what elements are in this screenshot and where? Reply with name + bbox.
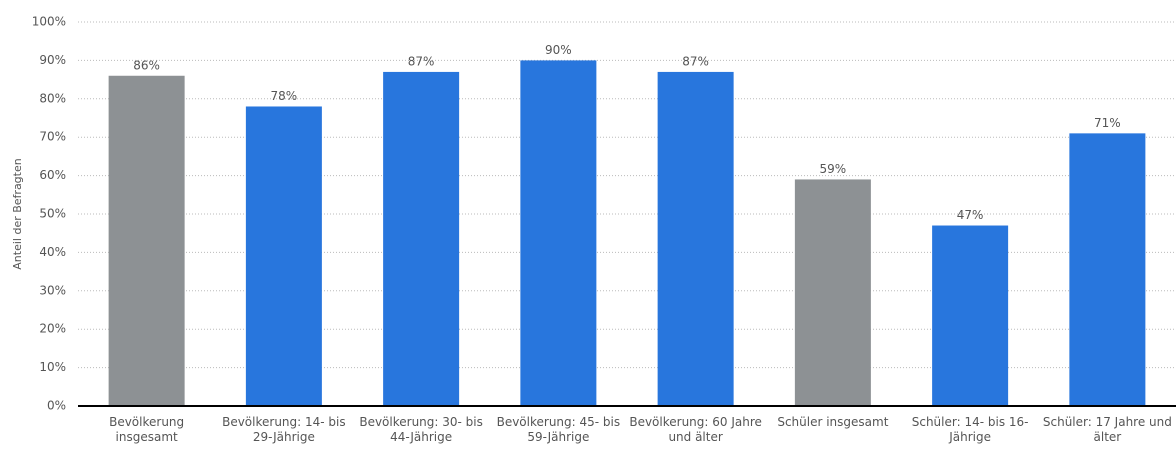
value-label: 59%: [820, 162, 847, 176]
y-tick-label: 30%: [39, 283, 66, 297]
x-tick-label-box: Bevölkerung: 30- bis 44-Jährige: [359, 415, 483, 444]
x-tick-label-box: Schüler: 17 Jahre und älter: [1042, 415, 1172, 444]
x-tick-label: Bevölkerung: 14- bis 29-Jährige: [222, 415, 346, 444]
x-tick-label: Bevölkerung insgesamt: [109, 415, 185, 444]
y-tick-label: 40%: [39, 245, 66, 259]
x-tick-label-box: Schüler: 14- bis 16-Jährige: [911, 415, 1029, 444]
bar: [794, 179, 871, 406]
x-tick-label: Bevölkerung: 30- bis 44-Jährige: [359, 415, 483, 444]
value-label: 47%: [957, 208, 984, 222]
value-label: 87%: [408, 54, 435, 68]
bar: [1069, 133, 1146, 407]
bar: [383, 71, 460, 407]
value-label: 87%: [682, 54, 709, 68]
y-tick-label: 100%: [32, 15, 66, 29]
value-label: 78%: [271, 89, 298, 103]
x-tick-label: Schüler: 14- bis 16-Jährige: [911, 415, 1029, 444]
y-axis-title: Anteil der Befragten: [11, 158, 24, 269]
x-tick-label-box: Bevölkerung: 14- bis 29-Jährige: [222, 415, 346, 444]
bar: [932, 225, 1009, 406]
x-tick-label: Bevölkerung: 45- bis 59-Jährige: [496, 415, 621, 444]
y-tick-label: 10%: [39, 360, 66, 374]
y-tick-label: 20%: [39, 322, 66, 336]
y-tick-label: 80%: [39, 91, 66, 105]
x-tick-label: Schüler: 17 Jahre und älter: [1042, 415, 1172, 444]
value-label: 90%: [545, 43, 572, 57]
x-tick-label-box: Bevölkerung insgesamt: [109, 415, 185, 444]
y-tick-label: 70%: [39, 130, 66, 144]
value-label: 71%: [1094, 116, 1121, 130]
y-tick-label: 50%: [39, 207, 66, 221]
x-tick-label: Bevölkerung: 60 Jahre und älter: [629, 415, 762, 444]
bar: [245, 106, 322, 406]
x-tick-label: Schüler insgesamt: [777, 415, 889, 429]
y-tick-label: 60%: [39, 168, 66, 182]
y-tick-label: 90%: [39, 53, 66, 67]
x-tick-label-box: Bevölkerung: 45- bis 59-Jährige: [496, 415, 621, 444]
bar: [657, 71, 734, 407]
value-label: 86%: [133, 58, 160, 72]
x-tick-label-box: Schüler insgesamt: [777, 415, 889, 429]
bar: [108, 75, 185, 406]
bar: [520, 60, 597, 407]
x-tick-label-box: Bevölkerung: 60 Jahre und älter: [629, 415, 762, 444]
y-tick-label: 0%: [47, 399, 66, 413]
